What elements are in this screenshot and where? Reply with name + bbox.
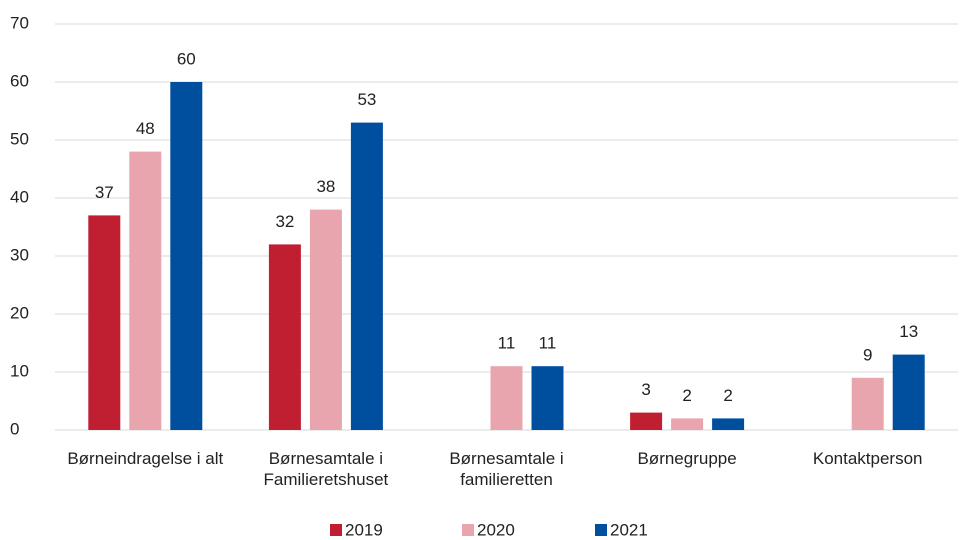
data-label: 13 <box>899 322 918 341</box>
bar <box>170 82 203 430</box>
legend-label: 2019 <box>345 520 383 539</box>
data-label: 48 <box>136 119 155 138</box>
bar <box>350 122 383 430</box>
bar <box>268 244 301 430</box>
bar <box>892 354 925 430</box>
data-label: 32 <box>275 212 294 231</box>
data-label: 37 <box>95 183 114 202</box>
legend-marker <box>595 524 607 536</box>
x-tick-label: Børneindragelse i alt <box>67 449 224 468</box>
bar <box>88 215 121 430</box>
bar <box>712 418 745 430</box>
legend-label: 2020 <box>477 520 515 539</box>
y-tick-label: 50 <box>10 129 29 148</box>
bar <box>630 412 663 430</box>
data-label: 53 <box>357 90 376 109</box>
y-tick-label: 60 <box>10 71 29 90</box>
legend-marker <box>462 524 474 536</box>
data-label: 11 <box>539 334 557 353</box>
data-label: 9 <box>863 345 872 364</box>
x-tick-label: Børnesamtale i familieretten <box>449 449 564 489</box>
y-tick-label: 10 <box>10 361 29 380</box>
bar <box>851 377 884 430</box>
y-tick-label: 40 <box>10 187 29 206</box>
data-label: 38 <box>316 177 335 196</box>
data-label: 11 <box>498 334 516 353</box>
data-label: 3 <box>641 380 650 399</box>
data-label: 60 <box>177 49 196 68</box>
y-tick-label: 20 <box>10 303 29 322</box>
y-tick-label: 70 <box>10 13 29 32</box>
bar <box>490 366 523 430</box>
bar <box>129 151 162 430</box>
y-tick-label: 0 <box>10 419 19 438</box>
x-tick-label: Børnegruppe <box>637 449 737 468</box>
y-tick-label: 30 <box>10 245 29 264</box>
bar <box>671 418 704 430</box>
data-label: 2 <box>682 386 691 405</box>
legend-label: 2021 <box>610 520 648 539</box>
x-tick-label: Børnesamtale i Familieretshuset <box>263 449 389 489</box>
bar <box>309 209 342 430</box>
x-tick-label: Kontaktperson <box>812 449 923 468</box>
bar <box>531 366 564 430</box>
legend-marker <box>330 524 342 536</box>
data-label: 2 <box>723 386 732 405</box>
